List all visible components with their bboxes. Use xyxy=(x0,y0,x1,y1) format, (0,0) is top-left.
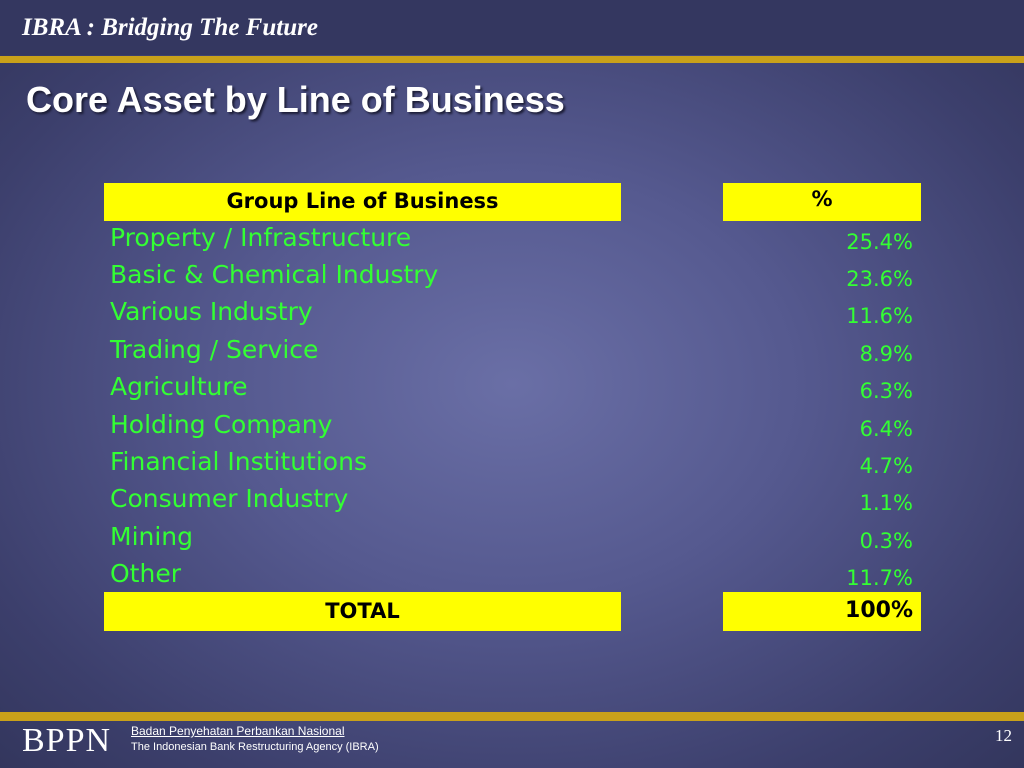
row-value: 1.1% xyxy=(859,491,913,515)
table-row: Consumer Industry 1.1% xyxy=(104,484,921,521)
agency-subtitle: The Indonesian Bank Restructuring Agency… xyxy=(131,741,379,753)
table-row: Mining 0.3% xyxy=(104,522,921,559)
row-value: 6.4% xyxy=(859,417,913,441)
row-value: 23.6% xyxy=(846,267,913,291)
row-value: 8.9% xyxy=(859,342,913,366)
row-value: 6.3% xyxy=(859,379,913,403)
row-label: Holding Company xyxy=(110,410,333,439)
table-row: Property / Infrastructure 25.4% xyxy=(104,223,921,260)
row-label: Other xyxy=(110,559,181,588)
row-label: Property / Infrastructure xyxy=(110,223,412,252)
table-row: Holding Company 6.4% xyxy=(104,410,921,447)
column-header-percent: % xyxy=(723,183,921,221)
top-divider xyxy=(0,56,1024,63)
column-header-business: Group Line of Business xyxy=(104,183,621,221)
row-label: Basic & Chemical Industry xyxy=(110,260,439,289)
row-label: Financial Institutions xyxy=(110,447,367,476)
table-row: Other 11.7% xyxy=(104,559,921,596)
bottom-divider xyxy=(0,712,1024,721)
row-value: 25.4% xyxy=(846,230,913,254)
row-value: 0.3% xyxy=(859,529,913,553)
bppn-logo: BPPN xyxy=(22,722,112,759)
table-row: Agriculture 6.3% xyxy=(104,372,921,409)
table-row: Trading / Service 8.9% xyxy=(104,335,921,372)
slide-title: Core Asset by Line of Business xyxy=(26,79,565,120)
agency-name: Badan Penyehatan Perbankan Nasional xyxy=(131,724,345,738)
top-band xyxy=(0,0,1024,55)
table-row: Financial Institutions 4.7% xyxy=(104,447,921,484)
header-title: IBRA : Bridging The Future xyxy=(22,14,318,41)
row-value: 4.7% xyxy=(859,454,913,478)
table-row: Various Industry 11.6% xyxy=(104,297,921,334)
table-row: Basic & Chemical Industry 23.6% xyxy=(104,260,921,297)
row-value: 11.6% xyxy=(846,304,913,328)
page-number: 12 xyxy=(995,726,1012,745)
row-label: Consumer Industry xyxy=(110,484,349,513)
row-label: Mining xyxy=(110,522,194,551)
total-value: 100% xyxy=(723,592,921,631)
total-label: TOTAL xyxy=(104,592,621,631)
row-label: Various Industry xyxy=(110,297,313,326)
row-value: 11.7% xyxy=(846,566,913,590)
row-label: Trading / Service xyxy=(110,335,319,364)
row-label: Agriculture xyxy=(110,372,248,401)
